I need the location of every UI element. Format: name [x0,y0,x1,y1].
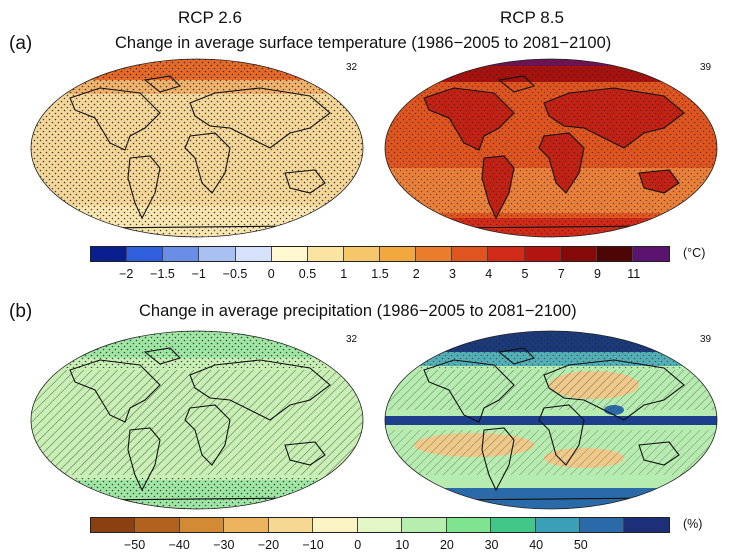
colorbar-tick-label: −1 [191,267,206,281]
colorbar-cell [91,247,128,261]
colorbar-tick-label: −30 [213,538,235,552]
colorbar-cell [535,518,580,532]
colorbar-cell [199,247,236,261]
colorbar-cell [452,247,489,261]
colorbar-cell [313,518,358,532]
colorbar-cell [91,518,136,532]
colorbar-cell [596,247,633,261]
colorbar-cell [402,518,447,532]
precipitation-colorbar [90,517,670,533]
colorbar-cell [524,247,561,261]
colorbar-tick-label: 7 [557,267,565,281]
colorbar-tick-label: 11 [627,267,641,281]
colorbar-tick-label: −2 [119,267,134,281]
colorbar-cell [357,518,403,532]
colorbar-cell [491,518,536,532]
colorbar-tick-label: 5 [521,267,529,281]
column-title-rcp26: RCP 2.6 [178,8,242,27]
colorbar-cell [624,518,669,532]
colorbar-cell [271,247,308,261]
colorbar-cell [235,247,272,261]
colorbar-cell [380,247,417,261]
colorbar-cell [135,518,180,532]
colorbar-tick-label: 40 [529,538,544,552]
model-count-b-right: 39 [700,334,712,345]
colorbar-tick-label: 3 [449,267,456,281]
colorbar-tick-label: −1.5 [150,267,175,281]
model-count-b-left: 32 [346,334,358,345]
column-title-rcp85: RCP 8.5 [500,8,564,27]
colorbar-tick-label: −0.5 [222,267,248,281]
panel-b-label: (b) [9,301,33,322]
map-precipitation-rcp26 [30,330,364,510]
map-precipitation-rcp85 [384,330,718,510]
colorbar-cell [268,518,314,532]
panel-a-title: Change in average surface temperature (1… [115,34,612,52]
precipitation-unit: (%) [683,517,703,531]
colorbar-tick-label: −50 [124,538,146,552]
colorbar-cell [307,247,344,261]
colorbar-tick-label: 0 [354,538,362,552]
colorbar-cell [446,518,492,532]
colorbar-tick-label: 10 [395,538,410,552]
colorbar-tick-label: 50 [573,538,588,552]
colorbar-cell [416,247,453,261]
colorbar-cell [127,247,164,261]
model-count-a-right: 39 [700,62,712,73]
colorbar-cell [343,247,380,261]
colorbar-tick-label: −20 [257,538,280,552]
temperature-unit: (°C) [683,246,706,260]
colorbar-cell [579,518,625,532]
colorbar-tick-label: 0.5 [298,267,317,281]
colorbar-tick-label: −10 [302,538,324,552]
colorbar-cell [632,247,669,261]
panel-a-label: (a) [9,33,33,54]
model-count-a-left: 32 [346,62,358,73]
colorbar-tick-label: 20 [439,538,454,552]
colorbar-cell [224,518,269,532]
colorbar-tick-label: 2 [412,267,420,281]
colorbar-tick-label: −40 [168,538,190,552]
colorbar-tick-label: 9 [594,267,601,281]
colorbar-tick-label: 0 [267,267,275,281]
map-temperature-rcp26 [30,58,364,238]
colorbar-tick-label: 1 [340,267,348,281]
colorbar-cell [488,247,525,261]
colorbar-tick-label: 1.5 [371,267,389,281]
colorbar-tick-label: 4 [485,267,493,281]
colorbar-cell [179,518,225,532]
panel-b-title: Change in average precipitation (1986−20… [139,302,577,320]
colorbar-cell [560,247,597,261]
temperature-colorbar [90,246,670,262]
colorbar-cell [163,247,200,261]
map-temperature-rcp85 [384,58,718,238]
colorbar-tick-label: 30 [484,538,499,552]
